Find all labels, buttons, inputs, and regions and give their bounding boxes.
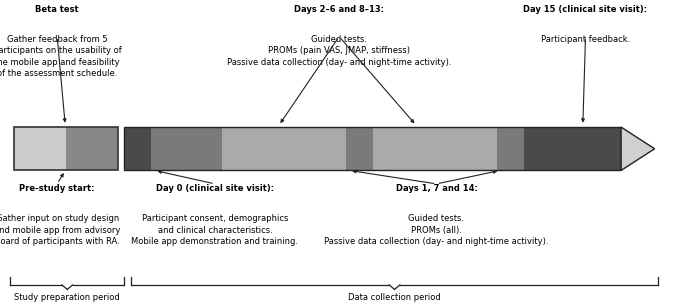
Text: Study preparation period: Study preparation period xyxy=(14,293,120,302)
Text: Day 15 (clinical site visit):: Day 15 (clinical site visit): xyxy=(523,5,647,13)
Text: Guided tests.
PROMs (all).
Passive data collection (day- and night-time activity: Guided tests. PROMs (all). Passive data … xyxy=(324,214,549,246)
Text: Days 2–6 and 8–13:: Days 2–6 and 8–13: xyxy=(294,5,384,13)
Bar xyxy=(124,127,151,170)
Text: Guided tests.
PROMs (pain VAS, JMAP, stiffness)
Passive data collection (day- an: Guided tests. PROMs (pain VAS, JMAP, sti… xyxy=(227,35,451,67)
Text: Beta test: Beta test xyxy=(36,5,79,13)
Bar xyxy=(524,127,621,170)
Text: Participant consent, demographics
and clinical characteristics.
Mobile app demon: Participant consent, demographics and cl… xyxy=(132,214,299,246)
Text: Participant feedback.: Participant feedback. xyxy=(541,35,630,44)
Bar xyxy=(497,127,524,170)
Text: Gather feedback from 5
participants on the usability of
the mobile app and feasi: Gather feedback from 5 participants on t… xyxy=(0,35,121,78)
Text: Gather input on study design
and mobile app from advisory
board of participants : Gather input on study design and mobile … xyxy=(0,214,121,246)
Text: Pre-study start:: Pre-study start: xyxy=(19,184,95,193)
Text: Data collection period: Data collection period xyxy=(348,293,441,302)
Bar xyxy=(66,127,118,170)
Bar xyxy=(14,127,66,170)
Bar xyxy=(14,127,118,170)
Polygon shape xyxy=(621,127,655,170)
Bar xyxy=(346,127,373,170)
Bar xyxy=(373,127,497,170)
Bar xyxy=(151,127,222,170)
Text: Days 1, 7 and 14:: Days 1, 7 and 14: xyxy=(395,184,477,193)
Bar xyxy=(222,127,346,170)
Text: Day 0 (clinical site visit):: Day 0 (clinical site visit): xyxy=(156,184,274,193)
Bar xyxy=(124,127,621,170)
